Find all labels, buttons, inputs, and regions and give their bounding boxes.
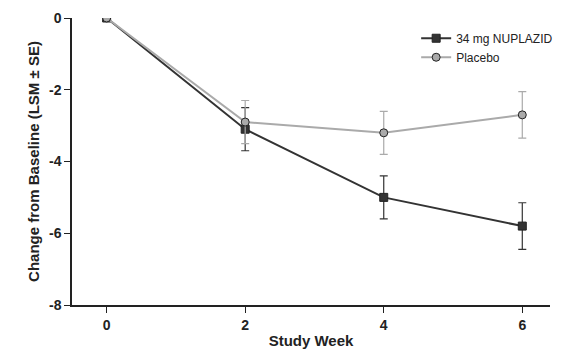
svg-text:-2: -2 [49, 82, 62, 98]
svg-text:-8: -8 [49, 297, 62, 313]
svg-text:-4: -4 [49, 153, 62, 169]
svg-text:0: 0 [54, 10, 62, 26]
svg-text:Change from Baseline (LSM ± SE: Change from Baseline (LSM ± SE) [25, 41, 42, 282]
svg-text:6: 6 [518, 317, 526, 333]
svg-text:2: 2 [241, 317, 249, 333]
svg-text:-6: -6 [49, 225, 62, 241]
svg-text:Study Week: Study Week [269, 332, 354, 349]
svg-text:Placebo: Placebo [456, 51, 500, 65]
svg-text:0: 0 [103, 317, 111, 333]
svg-text:34 mg NUPLAZID: 34 mg NUPLAZID [456, 32, 552, 46]
svg-text:4: 4 [380, 317, 388, 333]
